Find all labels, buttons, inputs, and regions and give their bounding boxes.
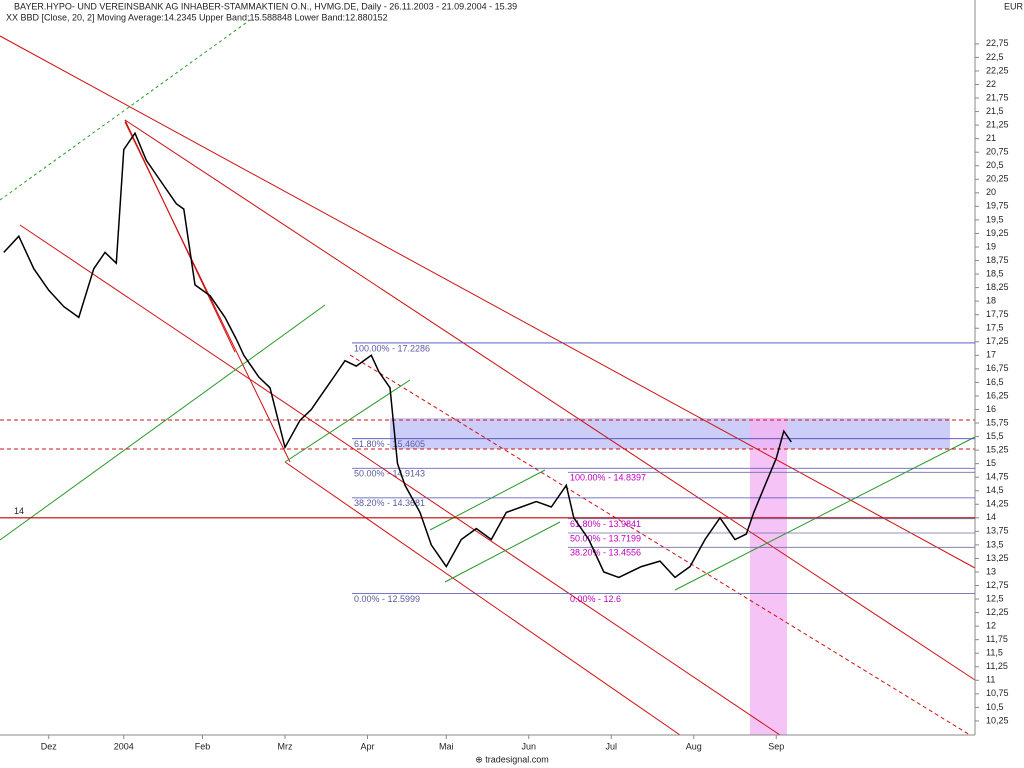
- y-tick-label: 11,5: [986, 648, 1003, 658]
- y-tick-label: 12,75: [986, 580, 1009, 590]
- trend-line: [0, 304, 326, 541]
- trend-line: [124, 119, 236, 353]
- y-tick-label: 10,25: [986, 715, 1009, 725]
- y-tick-label: 14: [986, 512, 996, 522]
- trend-line: [284, 379, 411, 463]
- x-tick-label: Feb: [195, 741, 211, 751]
- y-tick-label: 17,75: [986, 309, 1009, 319]
- x-tick-label: Sep: [768, 741, 784, 751]
- y-tick-label: 14,25: [986, 499, 1009, 509]
- trend-line: [0, 19, 251, 201]
- y-tick-label: 16,5: [986, 377, 1004, 387]
- y-tick-label: 18: [986, 296, 996, 306]
- y-tick-label: 16: [986, 404, 996, 414]
- y-tick-label: 18,75: [986, 255, 1009, 265]
- y-tick-label: 22,25: [986, 65, 1009, 75]
- y-tick-label: 19: [986, 241, 996, 251]
- y-tick-label: 20,5: [986, 160, 1004, 170]
- y-tick-label: 19,75: [986, 201, 1009, 211]
- trend-line: [444, 521, 561, 583]
- y-tick-label: 14,5: [986, 485, 1004, 495]
- zone: [750, 418, 787, 735]
- y-tick-label: 15,75: [986, 417, 1009, 427]
- y-tick-label: 22,5: [986, 52, 1004, 62]
- y-tick-label: 17,5: [986, 323, 1004, 333]
- y-tick-label: 20,25: [986, 174, 1009, 184]
- chart-subtitle: XX BBD [Close, 20, 2] Moving Average:14.…: [6, 12, 388, 22]
- x-tick-label: Mrz: [278, 741, 293, 751]
- y-tick-label: 22,75: [986, 38, 1009, 48]
- fib-label: 50.00% - 13.7199: [570, 533, 641, 543]
- trend-lines: [0, 19, 976, 736]
- currency: EUR: [1004, 1, 1024, 11]
- trend-line: [674, 436, 976, 591]
- y-tick-label: 12,5: [986, 593, 1004, 603]
- y-tick-label: 13,75: [986, 526, 1009, 536]
- fib-label: 38.20% - 14.3681: [354, 498, 425, 508]
- fib-label: 50.00% - 14.9143: [354, 469, 425, 479]
- fib-label: 100.00% - 14.8397: [570, 473, 646, 483]
- fib-label: 100.00% - 17.2286: [354, 343, 430, 353]
- trend-line: [349, 354, 971, 736]
- fib-label: 0.00% - 12.5999: [354, 594, 420, 604]
- zone: [390, 418, 950, 449]
- trend-line: [0, 35, 976, 569]
- y-tick-label: 14,75: [986, 472, 1009, 482]
- y-tick-label: 20: [986, 187, 996, 197]
- x-tick-label: Aug: [686, 741, 702, 751]
- fib-label: 38.20% - 13.4556: [570, 548, 641, 558]
- fib-label: 0.00% - 12.6: [570, 594, 621, 604]
- y-tick-label: 20,75: [986, 147, 1009, 157]
- y-tick-label: 17: [986, 350, 996, 360]
- x-tick-label: Jun: [521, 741, 536, 751]
- y-tick-label: 13: [986, 566, 996, 576]
- y-tick-label: 10,75: [986, 688, 1009, 698]
- fib-label: 61.80% - 15.4605: [354, 439, 425, 449]
- y-tick-label: 15,25: [986, 444, 1009, 454]
- trend-line: [124, 119, 976, 681]
- y-tick-label: 12: [986, 621, 996, 631]
- x-tick-label: 2004: [114, 741, 134, 751]
- trend-line: [429, 469, 546, 531]
- y-tick-label: 22: [986, 79, 996, 89]
- y-tick-label: 18,25: [986, 282, 1009, 292]
- y-tick-label: 16,75: [986, 363, 1009, 373]
- y-tick-label: 11: [986, 675, 995, 685]
- y-tick-label: 13,25: [986, 553, 1009, 563]
- y-tick-label: 17,25: [986, 336, 1009, 346]
- chart-title: BAYER.HYPO- UND VEREINSBANK AG INHABER-S…: [14, 1, 517, 11]
- trend-line: [284, 461, 681, 736]
- y-tick-label: 11,25: [986, 661, 1008, 671]
- x-tick-label: Apr: [360, 741, 374, 751]
- fib-label: 61.80% - 13.9841: [570, 519, 641, 529]
- x-tick-label: Dez: [41, 741, 58, 751]
- y-tick-label: 16,25: [986, 390, 1009, 400]
- y-tick-label: 21,5: [986, 106, 1004, 116]
- y-tick-label: 15: [986, 458, 996, 468]
- y-tick-label: 15,5: [986, 431, 1004, 441]
- y-tick-label: 21,25: [986, 119, 1009, 129]
- y-tick-label: 19,25: [986, 228, 1009, 238]
- y-tick-label: 21,75: [986, 92, 1009, 102]
- y-tick-label: 12,25: [986, 607, 1009, 617]
- y-tick-label: 21: [986, 133, 996, 143]
- y-tick-label: 19,5: [986, 214, 1004, 224]
- x-tick-label: Jul: [605, 741, 617, 751]
- y-tick-label: 11,75: [986, 634, 1008, 644]
- x-tick-label: Mai: [439, 741, 454, 751]
- y-tick-label: 13,5: [986, 539, 1004, 549]
- level-label: 14: [14, 506, 24, 516]
- y-tick-label: 10,5: [986, 702, 1004, 712]
- price-line: [3, 131, 792, 579]
- trend-line: [19, 224, 781, 736]
- y-tick-label: 18,5: [986, 268, 1004, 278]
- footer: ⊕ tradesignal.com: [475, 754, 549, 764]
